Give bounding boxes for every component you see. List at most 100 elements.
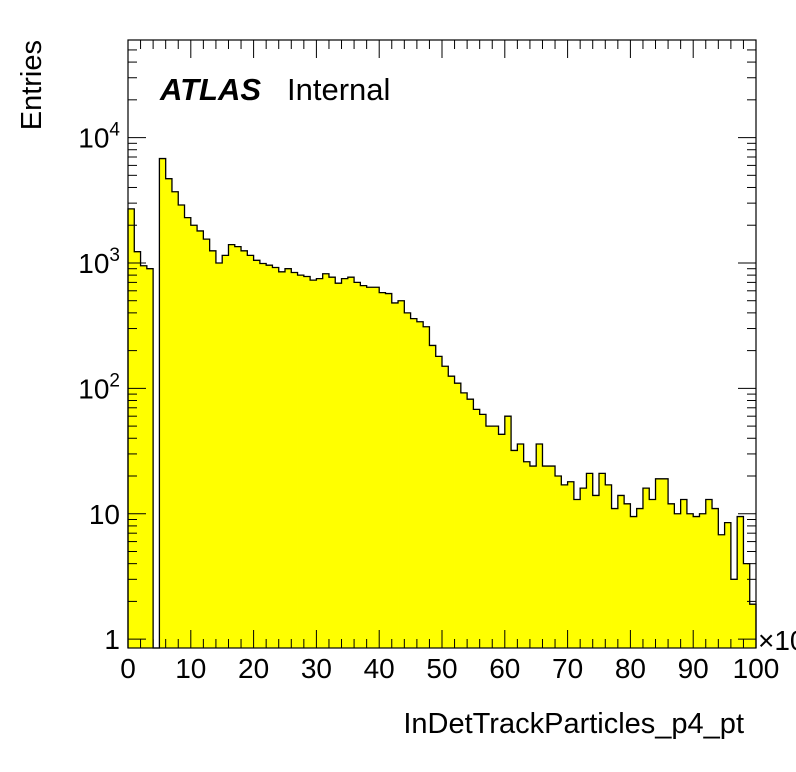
x-axis-label: InDetTrackParticles_p4_pt — [403, 708, 744, 740]
histogram-bar — [253, 260, 261, 648]
histogram-bar — [599, 473, 606, 648]
histogram-bar — [567, 481, 575, 648]
histogram-bar — [146, 268, 154, 648]
y-tick-label: 1 — [104, 624, 120, 655]
x-tick-label: 30 — [301, 653, 332, 684]
histogram-bar — [429, 345, 437, 648]
x-axis-ticks — [127, 40, 757, 648]
x-tick-label: 90 — [678, 653, 709, 684]
histogram-bar — [624, 503, 631, 648]
histogram-bar — [705, 499, 713, 648]
histogram-bar — [328, 277, 336, 648]
histogram-bar — [354, 282, 361, 648]
x-tick-label: 20 — [238, 653, 269, 684]
histogram-bar — [190, 225, 198, 648]
atlas-label: ATLAS — [159, 72, 261, 107]
histogram-bar — [460, 392, 468, 648]
histogram-bar — [222, 255, 229, 648]
histogram-bar — [278, 271, 286, 648]
histogram-bar — [203, 239, 211, 648]
histogram-bar — [649, 499, 656, 648]
histogram-bar — [341, 278, 349, 648]
histogram-bar — [442, 366, 449, 648]
histogram-bar — [580, 488, 587, 648]
histogram-bar — [247, 255, 254, 648]
histogram-bar — [611, 508, 619, 648]
x-tick-label: 70 — [552, 653, 583, 684]
histogram-bar — [291, 272, 298, 648]
histogram-bar — [573, 499, 581, 648]
histogram-bar — [686, 513, 694, 648]
histogram-bar — [536, 443, 543, 648]
histogram-bar — [718, 534, 725, 648]
histogram-bar — [259, 263, 267, 648]
histogram-bar — [617, 495, 625, 648]
x-tick-labels: 0 10 20 30 40 50 60 70 80 90 100 — [120, 653, 779, 684]
y-tick-label: 104 — [78, 120, 120, 154]
y-tick-label: 102 — [78, 370, 120, 404]
histogram-bar — [285, 268, 292, 648]
x-axis-multiplier: ×10 — [758, 625, 796, 656]
histogram-bar — [542, 466, 550, 648]
histogram-bar — [712, 508, 719, 648]
histogram-bar — [266, 265, 273, 648]
histogram-bar — [605, 484, 612, 648]
histogram-bar — [498, 434, 506, 648]
histogram-bar — [529, 466, 537, 648]
histogram-bar — [159, 158, 167, 648]
histogram-bar — [178, 204, 185, 648]
histogram-bar — [128, 208, 135, 648]
histogram-bar — [548, 466, 556, 648]
histogram-bar — [303, 276, 311, 648]
histogram-bar — [636, 508, 644, 648]
histogram-bar — [674, 513, 682, 648]
histogram-bar — [398, 300, 405, 648]
histogram-bar — [215, 262, 223, 648]
histogram-bar — [310, 280, 317, 648]
histogram-bar — [492, 426, 499, 648]
histogram-bar — [592, 495, 600, 648]
histogram-bar — [561, 484, 568, 648]
histogram-bar — [511, 450, 518, 648]
histogram-bar — [360, 285, 368, 648]
histogram-bar — [209, 250, 217, 648]
y-tick-label: 10 — [89, 499, 120, 530]
y-axis-label: Entries — [16, 40, 48, 130]
histogram-bar — [630, 516, 638, 648]
histogram-bar — [586, 473, 594, 648]
histogram-bar — [404, 312, 411, 648]
histogram-bar — [391, 302, 399, 648]
histogram-bar — [423, 326, 430, 648]
histogram-bar — [743, 563, 751, 648]
histogram-bar — [134, 251, 141, 649]
histogram-bar — [335, 283, 342, 648]
y-axis-ticks — [128, 39, 756, 640]
x-tick-label: 60 — [489, 653, 520, 684]
histogram-bar — [737, 516, 744, 648]
histogram-bar — [140, 265, 148, 648]
histogram-bar — [416, 321, 424, 648]
histogram-bar — [523, 461, 531, 648]
x-tick-label: 40 — [364, 653, 395, 684]
histogram-bar — [366, 287, 374, 648]
histogram-bars — [128, 158, 757, 649]
histogram-bar — [385, 293, 393, 648]
histogram-bar — [504, 416, 512, 648]
histogram-bar — [379, 292, 386, 648]
histogram-bar — [435, 356, 443, 648]
y-tick-label: 103 — [78, 245, 120, 279]
histogram-bar — [165, 178, 173, 648]
histogram-bar — [372, 287, 380, 648]
x-tick-label: 100 — [733, 653, 780, 684]
x-tick-label: 0 — [120, 653, 136, 684]
histogram-bar — [661, 478, 669, 648]
histogram-bar — [316, 278, 324, 648]
histogram-bar — [297, 275, 305, 648]
histogram-bar — [485, 426, 493, 648]
histogram-bar — [473, 409, 481, 648]
histogram-bar — [668, 503, 675, 648]
histogram-bar — [555, 476, 562, 648]
histogram-bar — [454, 383, 462, 648]
histogram-bar — [322, 273, 330, 648]
